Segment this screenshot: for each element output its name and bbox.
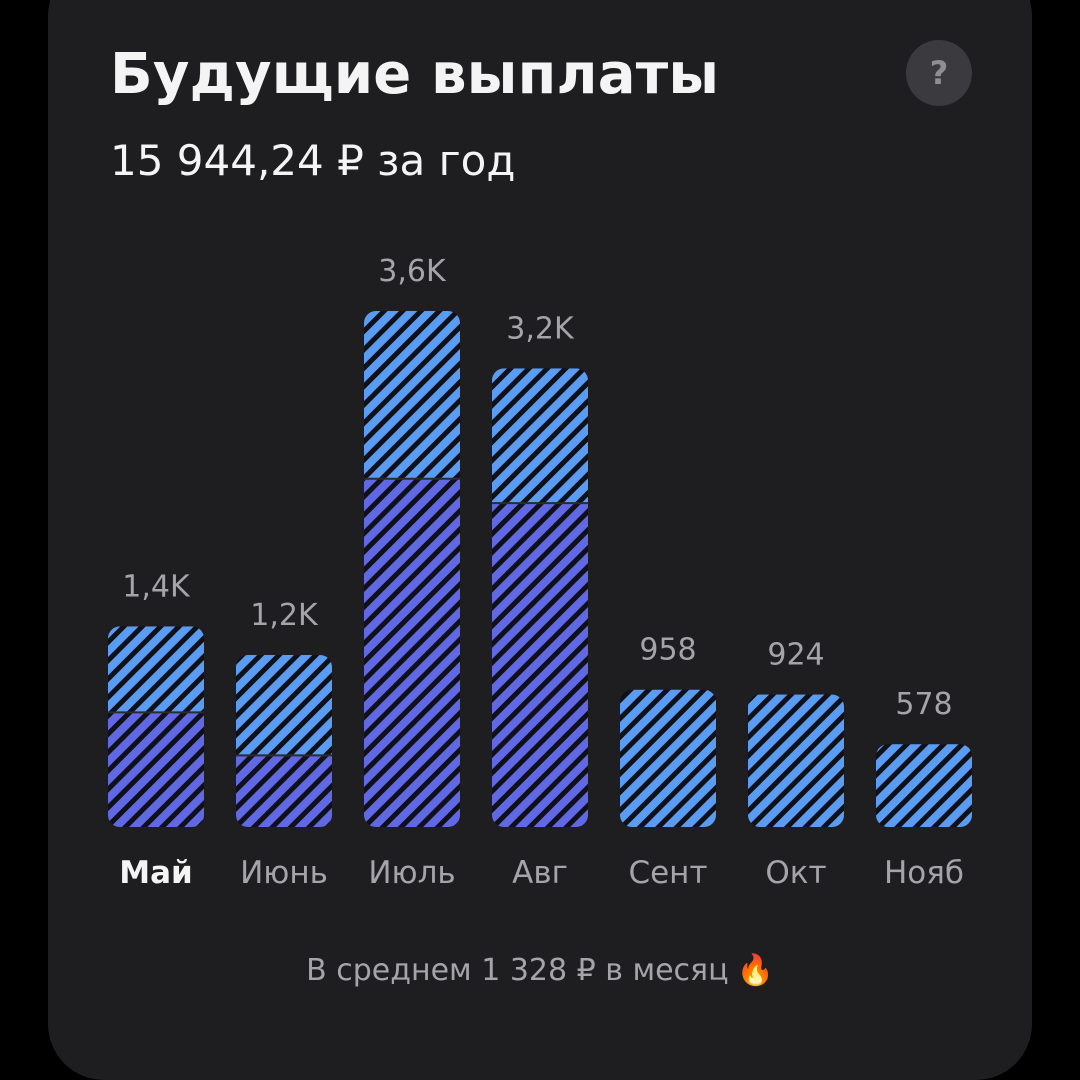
bar-3[interactable]: [364, 311, 460, 827]
bar-segment-upper: [108, 626, 204, 713]
bar-5[interactable]: [620, 689, 716, 827]
question-icon: ?: [929, 54, 949, 92]
card-title: Будущие выплаты: [110, 42, 720, 107]
yearly-total: 15 944,24 ₽ за год: [110, 136, 516, 185]
bar-segment-lower: [364, 478, 460, 827]
bar-segment-lower: [108, 712, 204, 827]
value-label: 3,6K: [378, 254, 447, 289]
value-label: 958: [639, 633, 696, 668]
bar-segment-upper: [748, 694, 844, 827]
month-label[interactable]: Июнь: [240, 855, 328, 891]
month-label[interactable]: Нояб: [884, 855, 964, 891]
bar-4[interactable]: [492, 368, 588, 827]
value-label: 1,4K: [122, 569, 191, 604]
month-label[interactable]: Окт: [765, 855, 826, 891]
bar-segment-upper: [236, 655, 332, 756]
bar-segment-upper: [492, 368, 588, 504]
bar-segment-upper: [876, 744, 972, 827]
bar-7[interactable]: [876, 744, 972, 827]
bar-segment-upper: [364, 311, 460, 479]
value-label: 924: [767, 638, 824, 673]
monthly-average: В среднем 1 328 ₽ в месяц 🔥: [0, 948, 1080, 994]
value-label: 578: [895, 687, 952, 722]
payouts-bar-chart: 1,4K Май 1,2K Июнь 3,6K Июль 3,2K Авг 958 Сент 924…: [108, 254, 972, 891]
bar-segment-lower: [236, 755, 332, 827]
bar-1[interactable]: [108, 626, 204, 827]
month-label[interactable]: Авг: [512, 855, 568, 891]
bar-2[interactable]: [236, 655, 332, 827]
fire-icon: 🔥: [736, 953, 774, 988]
help-button[interactable]: ?: [906, 40, 972, 106]
average-text: В среднем 1 328 ₽ в месяц: [306, 953, 729, 988]
month-label[interactable]: Июль: [368, 855, 455, 891]
bar-6[interactable]: [748, 694, 844, 827]
month-label[interactable]: Май: [119, 855, 193, 891]
month-label[interactable]: Сент: [628, 855, 707, 891]
bar-segment-lower: [492, 503, 588, 827]
bar-segment-upper: [620, 689, 716, 827]
value-label: 1,2K: [250, 598, 319, 633]
value-label: 3,2K: [506, 311, 575, 346]
